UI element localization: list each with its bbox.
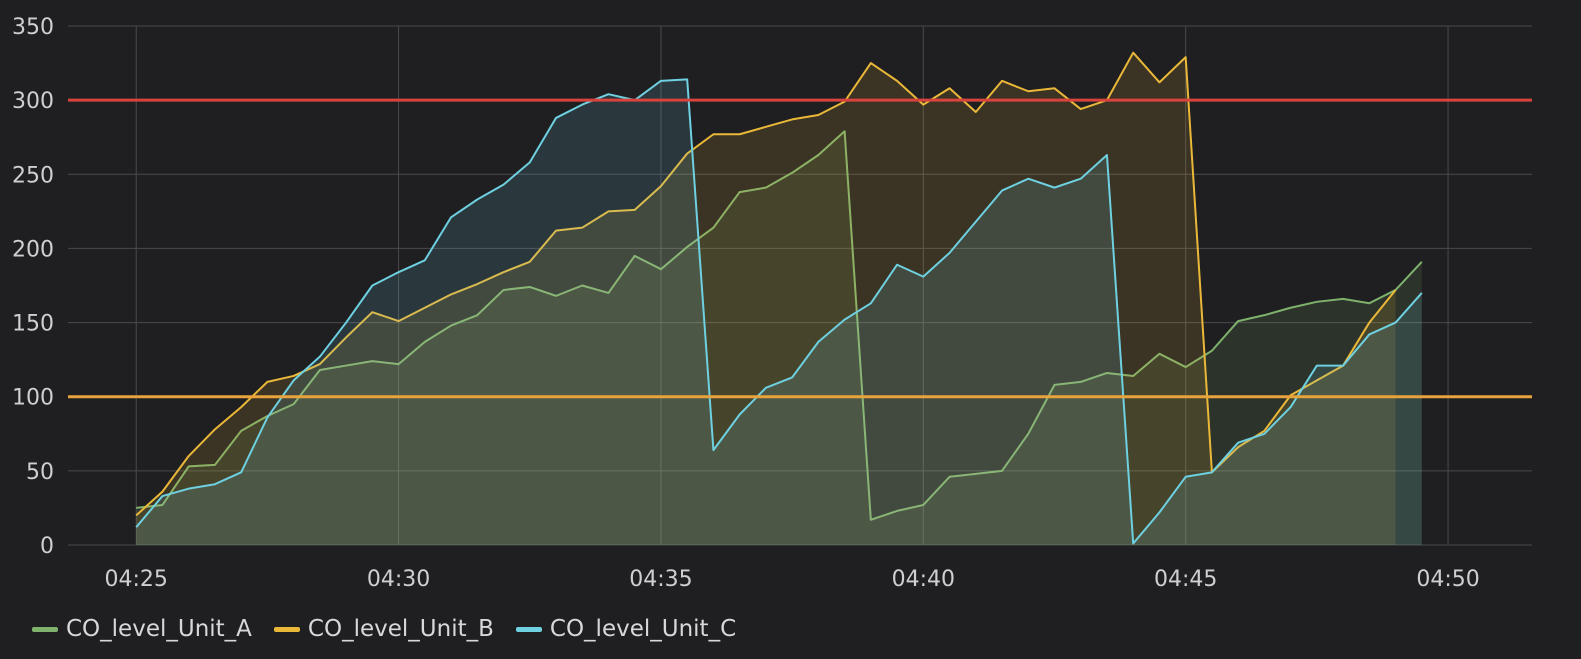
y-tick-label-250: 250 bbox=[12, 163, 54, 188]
y-tick-label-150: 150 bbox=[12, 312, 54, 337]
y-tick-label-50: 50 bbox=[26, 460, 54, 485]
legend-item-co-level-unit-b[interactable]: CO_level_Unit_B bbox=[273, 616, 494, 642]
x-tick-label-04:50: 04:50 bbox=[1416, 567, 1479, 592]
y-tick-label-0: 0 bbox=[40, 534, 54, 559]
series-area-co-level-unit-c bbox=[136, 79, 1422, 545]
y-tick-label-350: 350 bbox=[12, 15, 54, 40]
legend-swatch-co-level-unit-a bbox=[32, 626, 58, 632]
x-tick-label-04:45: 04:45 bbox=[1154, 567, 1217, 592]
legend-swatch-co-level-unit-b bbox=[273, 626, 300, 632]
chart-legend: CO_level_Unit_A CO_level_Unit_B CO_level… bbox=[32, 616, 736, 642]
y-tick-label-200: 200 bbox=[12, 237, 54, 262]
y-tick-label-300: 300 bbox=[12, 89, 54, 114]
legend-item-co-level-unit-a[interactable]: CO_level_Unit_A bbox=[32, 616, 252, 642]
x-tick-label-04:30: 04:30 bbox=[367, 567, 430, 592]
legend-label-co-level-unit-c: CO_level_Unit_C bbox=[549, 616, 737, 642]
series-area-co-level-unit-b bbox=[136, 52, 1396, 545]
legend-swatch-co-level-unit-c bbox=[515, 626, 542, 632]
x-tick-label-04:40: 04:40 bbox=[892, 567, 955, 592]
legend-label-co-level-unit-b: CO_level_Unit_B bbox=[307, 616, 494, 642]
series-line-co-level-unit-a bbox=[136, 130, 1423, 521]
y-tick-label-100: 100 bbox=[12, 386, 54, 411]
x-tick-label-04:25: 04:25 bbox=[105, 567, 168, 592]
legend-item-co-level-unit-c[interactable]: CO_level_Unit_C bbox=[515, 616, 737, 642]
series-line-co-level-unit-c bbox=[135, 78, 1423, 545]
legend-label-co-level-unit-a: CO_level_Unit_A bbox=[66, 616, 252, 642]
series-area-co-level-unit-a bbox=[136, 131, 1422, 546]
x-tick-label-04:35: 04:35 bbox=[629, 567, 692, 592]
series-line-co-level-unit-b bbox=[135, 51, 1397, 517]
